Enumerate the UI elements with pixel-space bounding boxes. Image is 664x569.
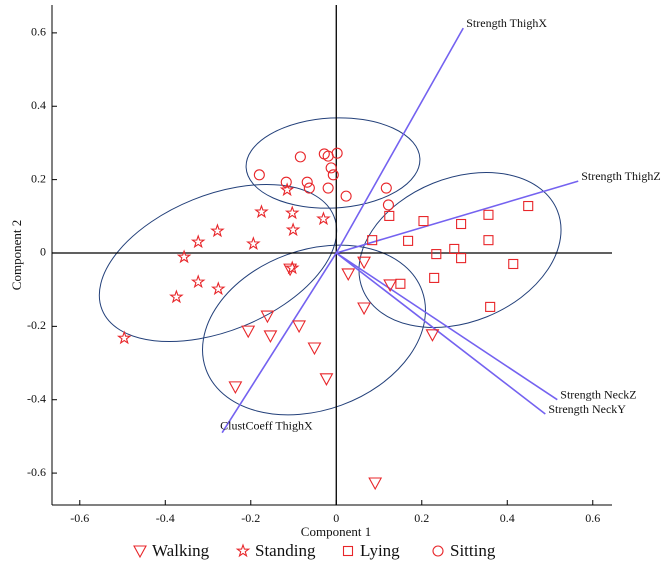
- y-tick-label: 0.2: [31, 171, 46, 185]
- legend-marker: [133, 545, 147, 559]
- point: [176, 249, 192, 264]
- y-tick-label: -0.2: [27, 318, 46, 332]
- loading-vector: [335, 252, 546, 415]
- vector-label: Strength ThighX: [466, 16, 547, 30]
- x-axis-title: Component 1: [301, 524, 371, 539]
- legend-text: Lying: [360, 541, 400, 560]
- point: [403, 235, 414, 246]
- point: [340, 190, 352, 202]
- point: [327, 169, 339, 181]
- loading-vector: [336, 180, 579, 254]
- point: [456, 253, 467, 264]
- legend-text: Walking: [152, 541, 210, 560]
- point: [431, 249, 442, 260]
- legend-text: Standing: [255, 541, 316, 560]
- point: [169, 289, 184, 304]
- point: [523, 200, 534, 212]
- point: [260, 310, 275, 324]
- point: [116, 330, 132, 345]
- x-tick-label: -0.6: [70, 511, 89, 525]
- point: [253, 169, 265, 181]
- y-tick-label: -0.6: [27, 465, 46, 479]
- point: [368, 477, 383, 491]
- point: [331, 147, 343, 159]
- point: [303, 182, 315, 194]
- point: [284, 205, 300, 220]
- point: [508, 258, 519, 270]
- y-tick-label: 0: [40, 245, 46, 259]
- point: [316, 211, 331, 226]
- ellipse-walking: [202, 244, 426, 416]
- vector-label: ClustCoeff ThighX: [220, 418, 313, 432]
- legend-marker: [342, 545, 354, 557]
- point: [357, 256, 371, 270]
- x-tick-label: -0.2: [241, 511, 260, 525]
- point: [190, 274, 206, 289]
- loading-vector: [221, 252, 337, 434]
- point: [279, 182, 295, 197]
- x-tick-label: 0: [333, 511, 339, 525]
- point: [456, 218, 467, 230]
- point: [485, 301, 496, 312]
- y-tick-label: 0.4: [31, 98, 46, 112]
- point: [190, 234, 206, 249]
- y-tick-label: 0.6: [31, 25, 46, 39]
- point: [380, 182, 392, 194]
- point: [285, 222, 301, 237]
- point: [367, 235, 378, 246]
- y-tick-label: -0.4: [27, 391, 46, 405]
- point: [210, 281, 226, 296]
- point: [284, 260, 300, 275]
- vector-label: Strength NeckY: [548, 402, 626, 416]
- point: [307, 342, 322, 356]
- point: [383, 279, 398, 293]
- point: [382, 199, 394, 211]
- point: [341, 268, 356, 282]
- series-sitting: [253, 147, 394, 211]
- x-tick-label: 0.6: [585, 511, 600, 525]
- ellipse-sitting: [245, 117, 421, 209]
- point: [301, 176, 313, 188]
- point: [429, 272, 440, 283]
- point: [322, 182, 334, 194]
- point: [228, 381, 243, 395]
- loading-vector: [335, 27, 464, 254]
- point: [254, 204, 269, 219]
- ellipse-lying: [358, 172, 562, 328]
- ellipse-standing: [98, 183, 338, 343]
- point: [318, 148, 330, 160]
- point: [483, 209, 494, 220]
- y-axis-title: Component 2: [9, 220, 24, 290]
- point: [246, 236, 261, 251]
- x-tick-label: 0.2: [414, 511, 429, 525]
- loading-vector: [335, 252, 558, 401]
- point: [357, 302, 371, 316]
- legend-marker: [235, 543, 251, 558]
- point: [384, 210, 395, 221]
- point: [210, 223, 225, 238]
- legend-text: Sitting: [450, 541, 496, 560]
- x-tick-label: -0.4: [156, 511, 175, 525]
- point: [241, 325, 256, 339]
- point: [425, 329, 440, 342]
- legend-marker: [432, 545, 444, 557]
- series-lying: [367, 200, 534, 312]
- point: [395, 278, 406, 289]
- vector-label: Strength NeckZ: [560, 387, 636, 401]
- point: [283, 263, 298, 277]
- point: [418, 216, 429, 227]
- vector-label: Strength ThighZ: [581, 169, 660, 183]
- series-walking: [228, 256, 440, 491]
- point: [325, 162, 337, 174]
- point: [280, 176, 292, 188]
- point: [449, 243, 460, 254]
- point: [263, 330, 278, 344]
- point: [483, 235, 494, 246]
- x-tick-label: 0.4: [500, 511, 515, 525]
- point: [319, 373, 334, 386]
- point: [294, 151, 306, 163]
- point: [292, 320, 307, 334]
- series-standing: [116, 182, 331, 345]
